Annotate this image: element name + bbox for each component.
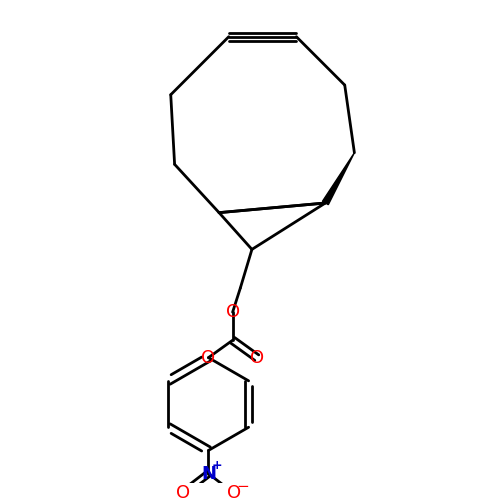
Text: O: O [226,303,239,321]
Text: N: N [201,464,216,482]
Text: +: + [212,460,222,472]
Polygon shape [322,152,354,204]
Text: O: O [202,348,215,366]
Text: −: − [236,478,248,494]
Text: O: O [250,348,264,366]
Text: O: O [176,484,190,500]
Text: O: O [226,484,240,500]
